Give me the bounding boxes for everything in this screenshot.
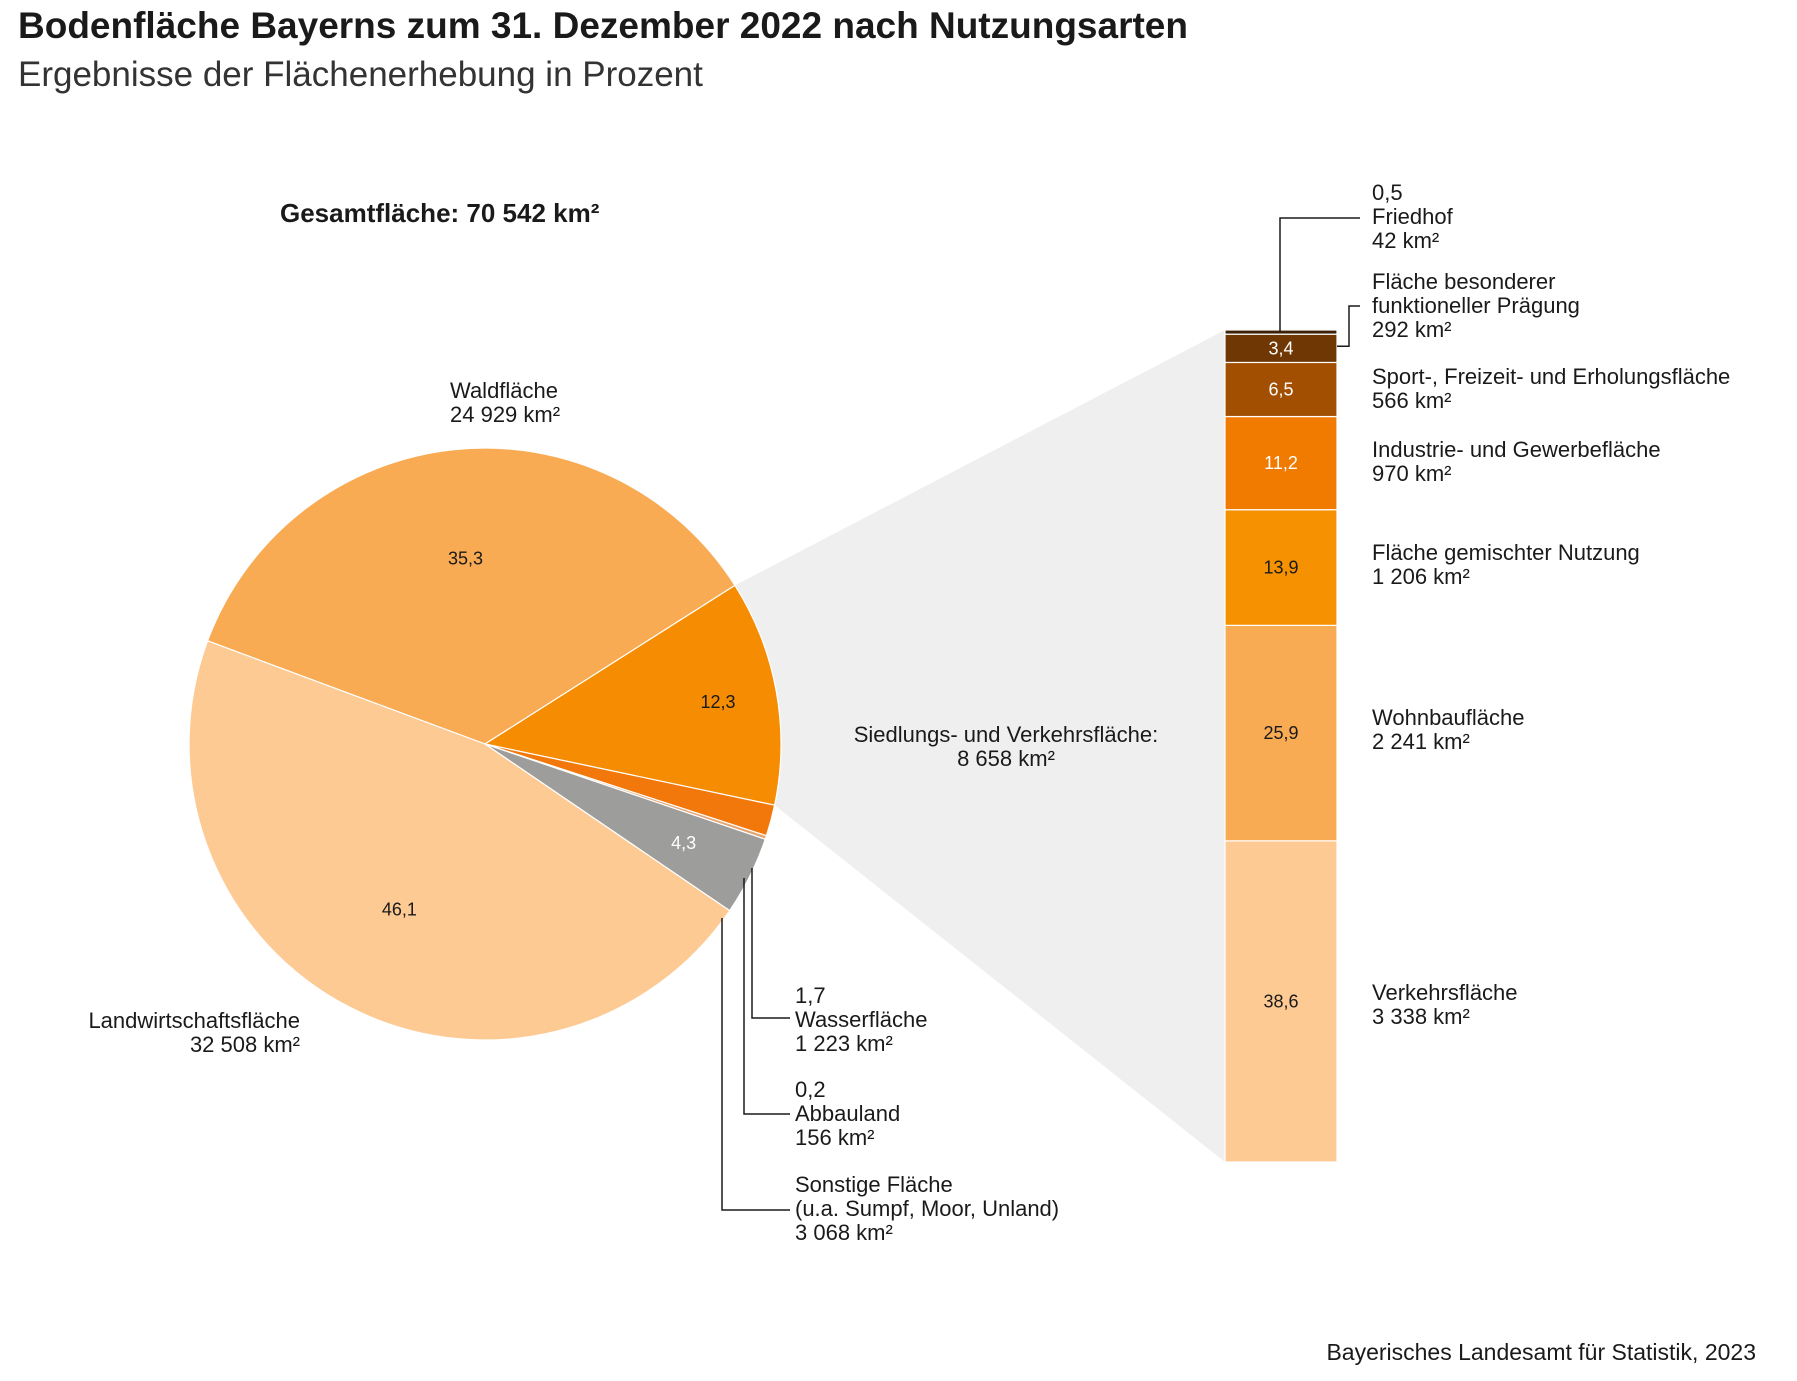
bar-segment-industrie-und-gewerbeflaeche xyxy=(1224,415,1338,511)
bar-value-wohnbauflaeche: 25,9 xyxy=(1263,723,1298,743)
total-area-label: Gesamtfläche: 70 542 km² xyxy=(280,198,600,228)
bar-segment-friedhof xyxy=(1224,329,1338,335)
label-sport-freizeit-erholung: Sport-, Freizeit- und Erholungsfläche 566… xyxy=(1372,364,1730,413)
bar-segment-flaeche-besonderer xyxy=(1224,333,1338,364)
pie-slice-landwirtschaftsflaeche xyxy=(188,640,731,1041)
label-landwirtschaftsflaeche: Landwirtschaftsfläche 32 508 km² xyxy=(88,1008,300,1057)
pie-chart: 35,3 12,3 4,3 46,1 xyxy=(188,447,782,1041)
explode-connector xyxy=(734,330,1225,1162)
chart-title: Bodenfläche Bayerns zum 31. Dezember 202… xyxy=(18,5,1188,46)
stacked-bar: 38,6 25,9 13,9 11,2 6,5 3,4 xyxy=(1224,329,1338,1163)
label-friedhof: 0,5 Friedhof 42 km² xyxy=(1372,180,1454,253)
chart-subtitle: Ergebnisse der Flächenerhebung in Prozen… xyxy=(18,55,703,94)
leader-sonstige-flaeche xyxy=(721,918,790,1211)
label-wasserflaeche: 1,7 Wasserfläche 1 223 km² xyxy=(795,983,927,1056)
bar-segment-verkehrsflaeche xyxy=(1224,840,1338,1163)
pie-value-siedlungs-und-verkehrsflaeche: 12,3 xyxy=(700,692,735,712)
leader-besondere-praegung xyxy=(1337,305,1360,348)
leader-wasserflaeche xyxy=(751,868,790,1019)
label-gemischte-nutzung: Fläche gemischter Nutzung 1 206 km² xyxy=(1372,540,1640,589)
label-wohnbauflaeche: Wohnbaufläche 2 241 km² xyxy=(1372,705,1525,754)
bar-value-flaeche-besonderer: 3,4 xyxy=(1268,338,1293,358)
label-waldflaeche: Waldfläche 24 929 km² xyxy=(450,378,560,427)
leader-abbauland xyxy=(743,878,790,1115)
bar-segment-wohnbauflaeche xyxy=(1224,624,1338,842)
label-siedlungs-und-verkehrsflaeche: Siedlungs- und Verkehrsfläche: 8 658 km² xyxy=(854,722,1159,771)
bar-value-sport-freizeit-und-erholungsflaeche: 6,5 xyxy=(1268,380,1293,400)
bar-segment-sport-freizeit-und-erholungsflaeche xyxy=(1224,361,1338,418)
pie-slice-waldflaeche xyxy=(206,447,736,745)
leader-friedhof xyxy=(1279,217,1360,332)
category-labels: Waldfläche 24 929 km² Landwirtschaftsfläch… xyxy=(88,180,1730,1245)
bar-value-flaeche-gemischter-nutzung: 13,9 xyxy=(1263,558,1298,578)
pie-slice-siedlungs-und-verkehrsflaeche xyxy=(483,584,782,806)
bar-value-verkehrsflaeche: 38,6 xyxy=(1263,991,1298,1011)
connector-band xyxy=(734,330,1225,1162)
label-besondere-funktionelle-praegung: Fläche besonderer funktioneller Prägung 29… xyxy=(1372,269,1580,342)
source-note: Bayerisches Landesamt für Statistik, 202… xyxy=(1326,1339,1756,1365)
pie-value-sonstige-flaeche: 4,3 xyxy=(671,833,696,853)
label-industrie-gewerbe: Industrie- und Gewerbefläche 970 km² xyxy=(1372,437,1661,486)
label-sonstige-flaeche: Sonstige Fläche (u.a. Sumpf, Moor, Unland… xyxy=(795,1172,1059,1245)
pie-value-landwirtschaftsflaeche: 46,1 xyxy=(382,900,417,920)
label-abbauland: 0,2 Abbauland 156 km² xyxy=(795,1077,900,1150)
pie-value-waldflaeche: 35,3 xyxy=(448,549,483,569)
bar-value-industrie-und-gewerbeflaeche: 11,2 xyxy=(1264,453,1298,473)
label-verkehrsflaeche: Verkehrsfläche 3 338 km² xyxy=(1372,980,1518,1029)
bar-segment-flaeche-gemischter-nutzung xyxy=(1224,509,1338,626)
